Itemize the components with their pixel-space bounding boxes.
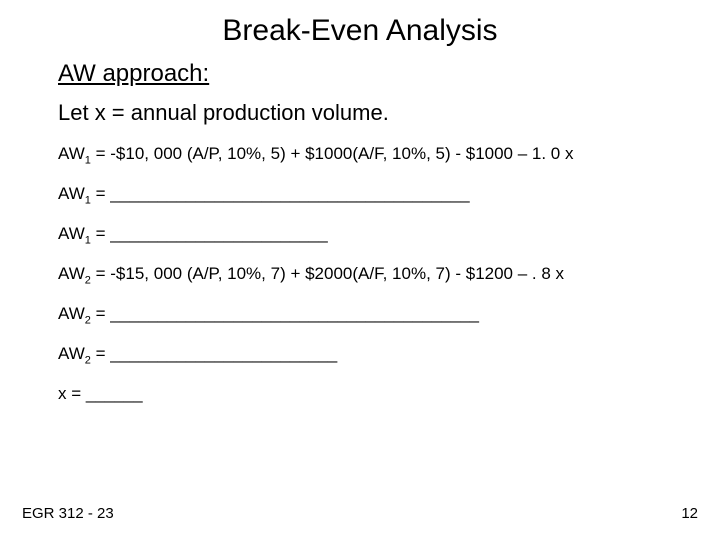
eq4-body: = -$15, 000 (A/P, 10%, 7) + $2000(A/F, 1… <box>91 264 564 283</box>
eq7-body: x = ______ <box>58 384 143 403</box>
footer-right: 12 <box>681 505 698 522</box>
slide-title: Break-Even Analysis <box>0 14 720 48</box>
equation-line-3: AW1 = _______________________ <box>58 224 662 244</box>
equation-line-7: x = ______ <box>58 384 662 404</box>
footer-left: EGR 312 - 23 <box>22 505 114 522</box>
eq1-prefix: AW <box>58 144 85 163</box>
intro-text: Let x = annual production volume. <box>58 100 389 126</box>
equation-line-1: AW1 = -$10, 000 (A/P, 10%, 5) + $1000(A/… <box>58 144 662 164</box>
equation-lines: AW1 = -$10, 000 (A/P, 10%, 5) + $1000(A/… <box>58 144 662 424</box>
eq2-body: = ______________________________________ <box>91 184 470 203</box>
equation-line-4: AW2 = -$15, 000 (A/P, 10%, 7) + $2000(A/… <box>58 264 662 284</box>
eq6-prefix: AW <box>58 344 85 363</box>
equation-line-6: AW2 = ________________________ <box>58 344 662 364</box>
slide: Break-Even Analysis AW approach: Let x =… <box>0 0 720 540</box>
equation-line-2: AW1 = __________________________________… <box>58 184 662 204</box>
section-heading: AW approach: <box>58 60 209 88</box>
eq1-body: = -$10, 000 (A/P, 10%, 5) + $1000(A/F, 1… <box>91 144 574 163</box>
equation-line-5: AW2 = __________________________________… <box>58 304 662 324</box>
eq5-prefix: AW <box>58 304 85 323</box>
eq2-prefix: AW <box>58 184 85 203</box>
eq5-body: = ______________________________________… <box>91 304 479 323</box>
eq3-body: = _______________________ <box>91 224 328 243</box>
eq3-prefix: AW <box>58 224 85 243</box>
eq4-prefix: AW <box>58 264 85 283</box>
eq6-body: = ________________________ <box>91 344 337 363</box>
